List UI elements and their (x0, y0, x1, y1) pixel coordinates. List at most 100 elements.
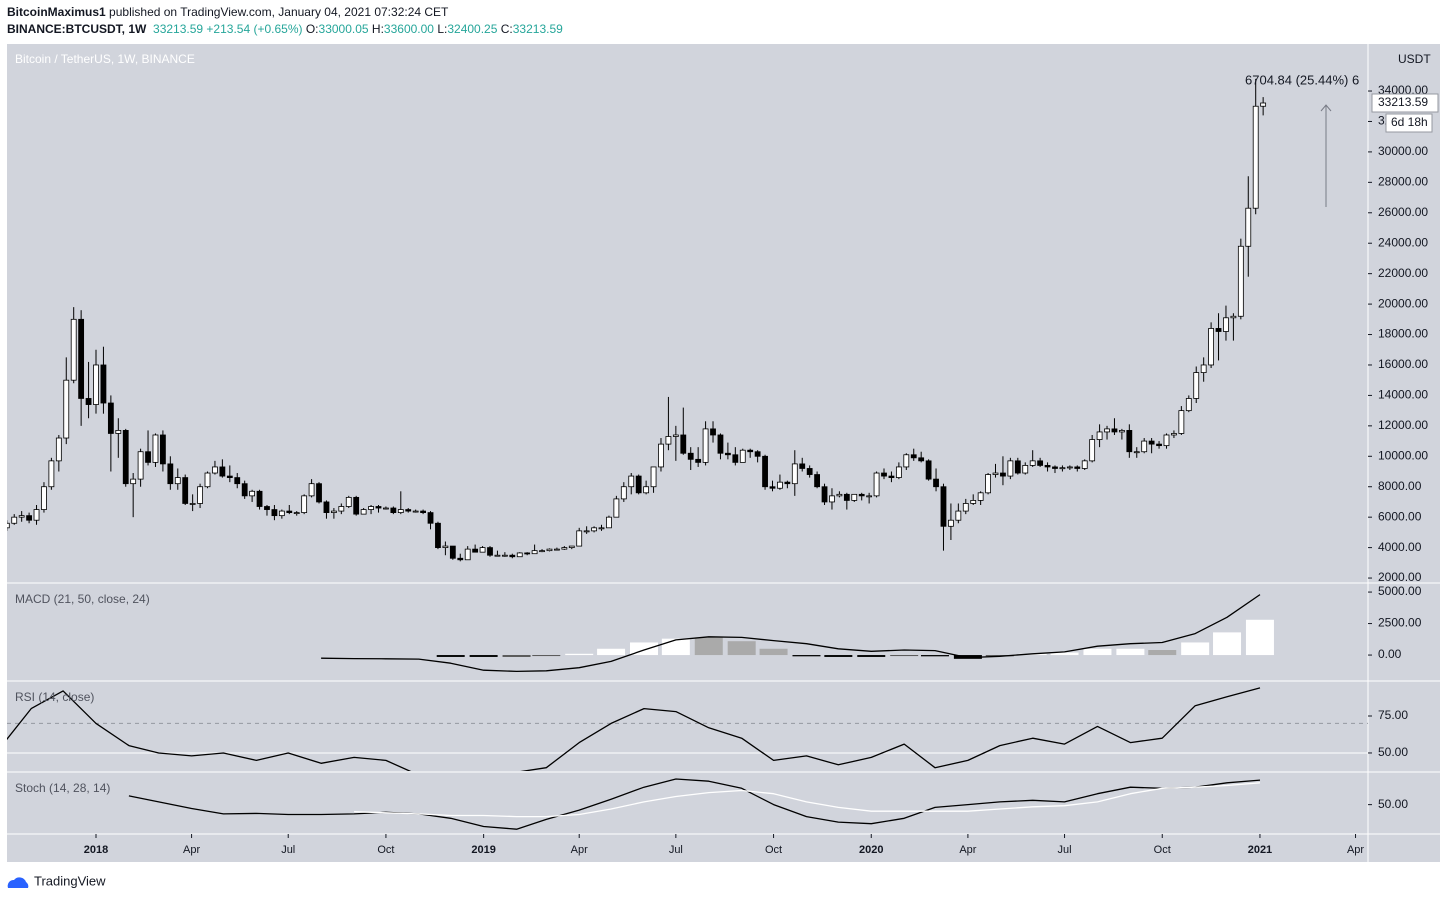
header-line: BitcoinMaximus1 published on TradingView… (7, 4, 563, 21)
candle-body (219, 466, 226, 477)
histogram-bar (1245, 619, 1274, 656)
price-unit: USDT (1398, 52, 1431, 66)
candle-body (576, 530, 583, 547)
candle-body (992, 472, 999, 475)
candle-body (405, 509, 412, 512)
candle-body (11, 516, 18, 524)
candle-body (881, 472, 887, 477)
line (7, 687, 1261, 771)
x-tick-label: Apr (1347, 844, 1364, 856)
panel-title: MACD (21, 50, close, 24) (15, 592, 150, 606)
histogram-bar (1181, 642, 1210, 656)
candle-body (33, 509, 40, 521)
candle-body (583, 530, 590, 533)
candle-body (1118, 430, 1125, 433)
line (321, 594, 1261, 673)
candle-body (806, 468, 813, 475)
candle-body (873, 472, 880, 497)
candle-body (234, 477, 241, 485)
candle-body (546, 548, 553, 552)
y-tick-label: 0.00 (1378, 647, 1402, 661)
candle-body (658, 443, 664, 468)
candle-body (464, 548, 471, 561)
candle-body (539, 550, 545, 553)
line (128, 778, 1261, 830)
candle-body (821, 486, 828, 503)
y-tick-label: 28000.00 (1378, 175, 1428, 189)
candle-body (345, 496, 352, 507)
candle-body (323, 501, 330, 514)
candle-body (784, 481, 791, 485)
candle-body (985, 474, 991, 494)
candle-body (487, 547, 493, 556)
candle-body (799, 463, 806, 469)
candle-body (940, 486, 947, 527)
candle-body (695, 458, 702, 463)
candle-body (710, 428, 716, 436)
candle-body (672, 434, 679, 437)
candle-body (501, 554, 508, 557)
candle-body (814, 474, 820, 488)
x-tick-label: Apr (959, 844, 976, 856)
candle-body (598, 527, 605, 530)
candle-body (1126, 430, 1133, 453)
candle-body (591, 527, 597, 532)
candle-body (375, 506, 382, 509)
x-tick-label: 2020 (859, 844, 883, 856)
ohlc-value: 33000.05 (318, 22, 369, 36)
candle-body (85, 398, 92, 405)
line (354, 782, 1261, 818)
x-tick-label: Oct (765, 844, 782, 856)
y-tick-label: 12000.00 (1378, 418, 1428, 432)
header: BitcoinMaximus1 published on TradingView… (7, 4, 563, 38)
candle-body (851, 493, 858, 501)
candle-body (516, 552, 523, 558)
candle-body (1089, 439, 1096, 462)
candle-body (360, 509, 367, 515)
candle-body (524, 552, 531, 555)
candle-body (613, 498, 620, 518)
candle-body (717, 434, 724, 454)
candle-body (427, 512, 434, 524)
y-tick-label: 22000.00 (1378, 266, 1428, 280)
candle-body (777, 481, 783, 489)
candle-body (1014, 460, 1021, 474)
candle-body (256, 490, 263, 507)
candle-body (628, 475, 635, 488)
candle-body (747, 449, 754, 453)
candle-body (330, 510, 337, 514)
candle-body (182, 477, 189, 504)
candle-body (866, 495, 873, 498)
histogram-bar (727, 641, 756, 656)
x-tick-label: Apr (183, 844, 200, 856)
ohlc-label: C: (500, 22, 513, 36)
candle-body (78, 318, 85, 399)
candle-body (1000, 472, 1006, 477)
candle-body (606, 516, 612, 529)
y-tick-label: 4000.00 (1378, 540, 1422, 554)
candle-body (442, 545, 449, 549)
candle-body (1007, 460, 1014, 477)
logo (7, 877, 29, 888)
measure-arrowhead (1320, 104, 1332, 112)
candle-body (472, 548, 479, 553)
histogram-bar (597, 648, 626, 656)
candle-body (829, 495, 835, 503)
ohlc-value: 33213.59 (512, 22, 563, 36)
candle-body (933, 478, 939, 488)
y-tick-label: 2000.00 (1378, 570, 1422, 584)
histogram-bar (1050, 652, 1079, 656)
candle-body (1141, 440, 1148, 453)
candle-body (1156, 443, 1162, 447)
candle-body (1185, 398, 1192, 412)
candle-body (1029, 460, 1036, 466)
y-tick-label: 50.00 (1378, 797, 1408, 811)
candle-body (160, 434, 166, 465)
candle-body (1230, 315, 1237, 319)
candle-body (1148, 440, 1155, 445)
x-tick-label: 2021 (1248, 844, 1272, 856)
candle-body (264, 506, 270, 510)
candle-body (1245, 207, 1252, 247)
x-tick-label: Oct (1154, 844, 1171, 856)
